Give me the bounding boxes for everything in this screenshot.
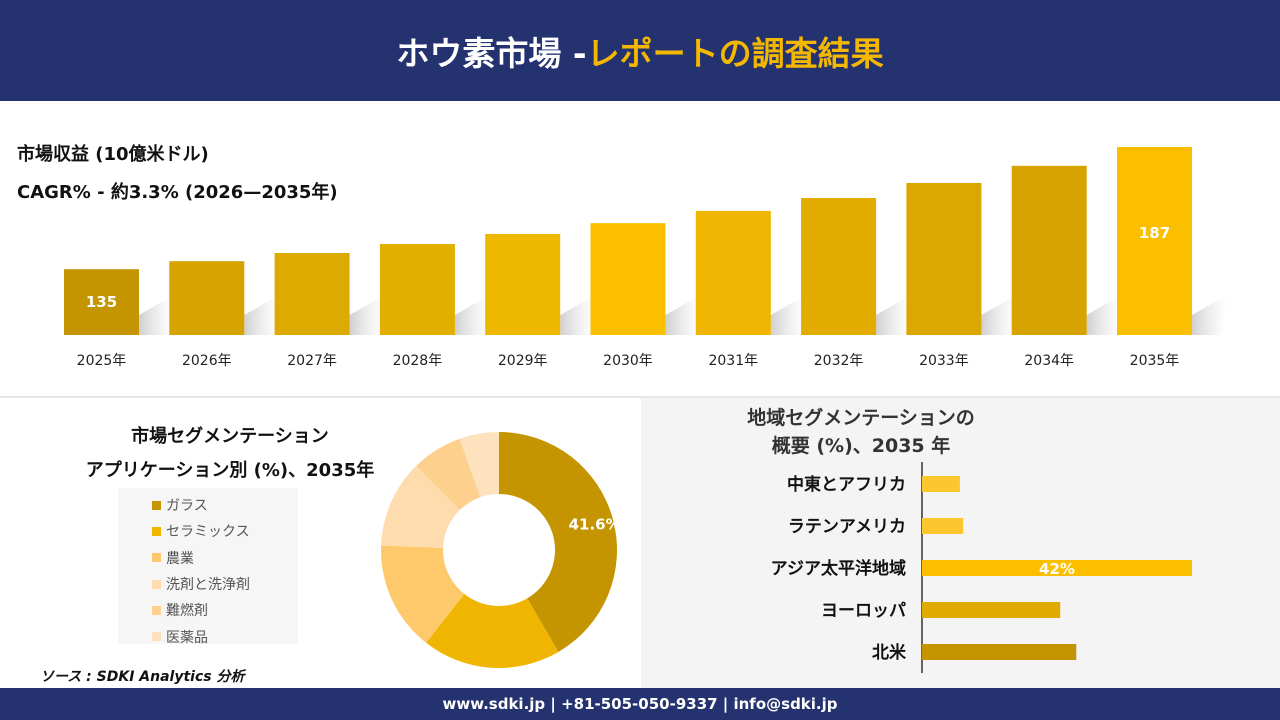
- legend-label: ガラス: [166, 498, 208, 515]
- region-bar: [922, 518, 964, 534]
- region-panel: [641, 398, 1280, 688]
- revenue-bar: [169, 261, 245, 335]
- legend-item: 難燃剤: [152, 597, 298, 623]
- region-label: アジア太平洋地域: [771, 558, 906, 579]
- legend-item: セラミックス: [152, 518, 298, 544]
- slice-value-label: 41.6%: [569, 516, 621, 534]
- application-legend: ガラスセラミックス 農業洗剤と洗浄剤 難燃剤医薬品: [118, 488, 298, 646]
- region-bar: [922, 560, 1192, 576]
- bar-shadow: [981, 295, 1017, 335]
- year-label: 2025年: [77, 353, 127, 369]
- legend-swatch: [152, 632, 161, 642]
- year-label: 2035年: [1130, 353, 1180, 369]
- year-label: 2032年: [814, 353, 864, 369]
- bar-shadow: [560, 295, 596, 335]
- year-label: 2033年: [919, 353, 969, 369]
- year-label: 2028年: [393, 353, 443, 369]
- donut-slice: [426, 594, 559, 668]
- donut-slice: [416, 438, 481, 511]
- revenue-bar: [1117, 147, 1192, 335]
- region-label: 中東とアフリカ: [787, 474, 906, 495]
- application-title-line-2: アプリケーション別 (%)、2035年: [85, 460, 375, 481]
- bar-shadow: [244, 295, 280, 335]
- legend-label: セラミックス: [166, 524, 250, 541]
- application-title-line-1: 市場セグメンテーション: [131, 426, 329, 447]
- legend-label: 難燃剤: [166, 603, 208, 620]
- bar-shadow: [1192, 295, 1227, 335]
- year-label: 2027年: [287, 353, 337, 369]
- bar-value-label: 135: [86, 293, 117, 311]
- bar-shadow: [665, 295, 701, 335]
- revenue-chart-cagr: CAGR% - 約3.3% (2026—2035年): [17, 182, 338, 203]
- region-label: ヨーロッパ: [821, 601, 906, 621]
- section-divider: [0, 396, 1280, 398]
- legend-item: 医薬品: [152, 623, 298, 649]
- legend-label: 農業: [166, 550, 194, 567]
- title-main: ホウ素市場 -: [396, 33, 587, 73]
- donut-slice: [459, 432, 499, 498]
- revenue-bar: [379, 244, 455, 335]
- bar-shadow: [1086, 295, 1122, 335]
- legend-swatch: [152, 526, 161, 536]
- region-label: 北米: [872, 642, 907, 663]
- revenue-bar: [906, 182, 982, 335]
- legend-item: 農業: [152, 545, 298, 571]
- region-title-line-2: 概要 (%)、2035 年: [771, 435, 951, 457]
- donut-slice: [381, 545, 465, 643]
- revenue-bar: [485, 233, 561, 335]
- bar-shadow: [349, 295, 385, 335]
- region-value-label: 42%: [1039, 560, 1075, 578]
- year-label: 2031年: [708, 353, 758, 369]
- legend-label: 医薬品: [166, 629, 208, 646]
- legend-item: ガラス: [152, 492, 298, 518]
- bar-value-label: 187: [1139, 224, 1170, 242]
- revenue-bar: [801, 197, 877, 335]
- revenue-chart-title: 市場収益 (10億米ドル): [17, 144, 209, 165]
- bar-shadow: [139, 295, 174, 335]
- bar-shadow: [770, 295, 806, 335]
- application-chart-title: 市場セグメンテーション アプリケーション別 (%)、2035年: [30, 420, 430, 488]
- region-bar: [922, 602, 1061, 618]
- revenue-bar: [64, 269, 139, 335]
- footer-contact: www.sdki.jp | +81-505-050-9337 | info@sd…: [0, 688, 1280, 720]
- source-note: ソース : SDKI Analytics 分析: [40, 669, 245, 685]
- header-banner: ホウ素市場 - レポートの調査結果: [0, 0, 1280, 101]
- year-label: 2030年: [603, 353, 653, 369]
- year-label: 2034年: [1024, 353, 1074, 369]
- revenue-bar: [695, 210, 771, 335]
- donut-slice: [499, 432, 617, 652]
- legend-swatch: [152, 605, 161, 615]
- bar-shadow: [454, 295, 490, 335]
- region-bar: [922, 644, 1077, 660]
- legend-label: 洗剤と洗浄剤: [166, 577, 250, 594]
- bar-shadow: [876, 295, 912, 335]
- title-accent: レポートの調査結果: [586, 33, 884, 73]
- region-title-line-1: 地域セグメンテーションの: [747, 407, 975, 429]
- legend-item: 洗剤と洗浄剤: [152, 571, 298, 597]
- legend-swatch: [152, 579, 161, 589]
- revenue-bar: [274, 252, 350, 335]
- year-label: 2029年: [498, 353, 548, 369]
- legend-swatch: [152, 553, 161, 563]
- region-chart-title: 地域セグメンテーションの 概要 (%)、2035 年: [641, 404, 1081, 460]
- revenue-bar-chart: 2025年 135 2026年 2027年 2028年 2029年 2030年 2031年 20…: [64, 147, 1227, 369]
- region-bar: [922, 476, 960, 492]
- application-donut-chart: 41.6%: [381, 432, 621, 668]
- revenue-bar: [1011, 165, 1087, 335]
- legend-swatch: [152, 500, 161, 510]
- region-label: ラテンアメリカ: [788, 517, 906, 537]
- year-label: 2026年: [182, 353, 232, 369]
- donut-slice: [381, 466, 460, 548]
- revenue-bar: [590, 223, 666, 335]
